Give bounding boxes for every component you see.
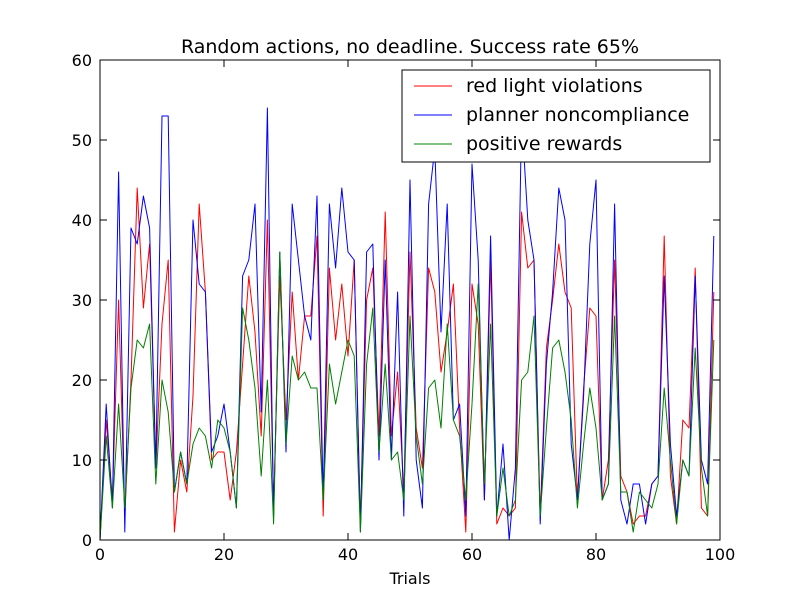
y-tick-label-0: 0 [82,531,92,550]
series-layer [99,107,715,541]
chart-title: Random actions, no deadline. Success rat… [181,36,639,58]
y-tick-label-4: 40 [72,211,92,230]
legend: red light violations planner noncomplianc… [401,69,711,163]
ticks-layer: 0 20 40 60 80 100 0 10 20 30 40 50 60 [72,51,736,564]
y-tick-label-5: 50 [72,131,92,150]
x-tick-label-0: 0 [95,545,105,564]
y-tick-label-3: 30 [72,291,92,310]
legend-label-1: planner noncompliance [466,104,689,126]
legend-box [401,69,711,163]
x-tick-label-3: 60 [462,545,482,564]
y-tick-label-1: 10 [72,451,92,470]
series-line-2 [99,251,715,541]
x-tick-label-5: 100 [705,545,736,564]
legend-label-0: red light violations [466,75,643,97]
x-tick-label-4: 80 [586,545,606,564]
y-tick-label-6: 60 [72,51,92,70]
x-axis-label: Trials [388,569,430,588]
x-tick-label-2: 40 [338,545,358,564]
x-tick-label-1: 20 [214,545,234,564]
y-tick-label-2: 20 [72,371,92,390]
legend-label-2: positive rewards [466,133,622,155]
series-line-1 [99,107,715,541]
